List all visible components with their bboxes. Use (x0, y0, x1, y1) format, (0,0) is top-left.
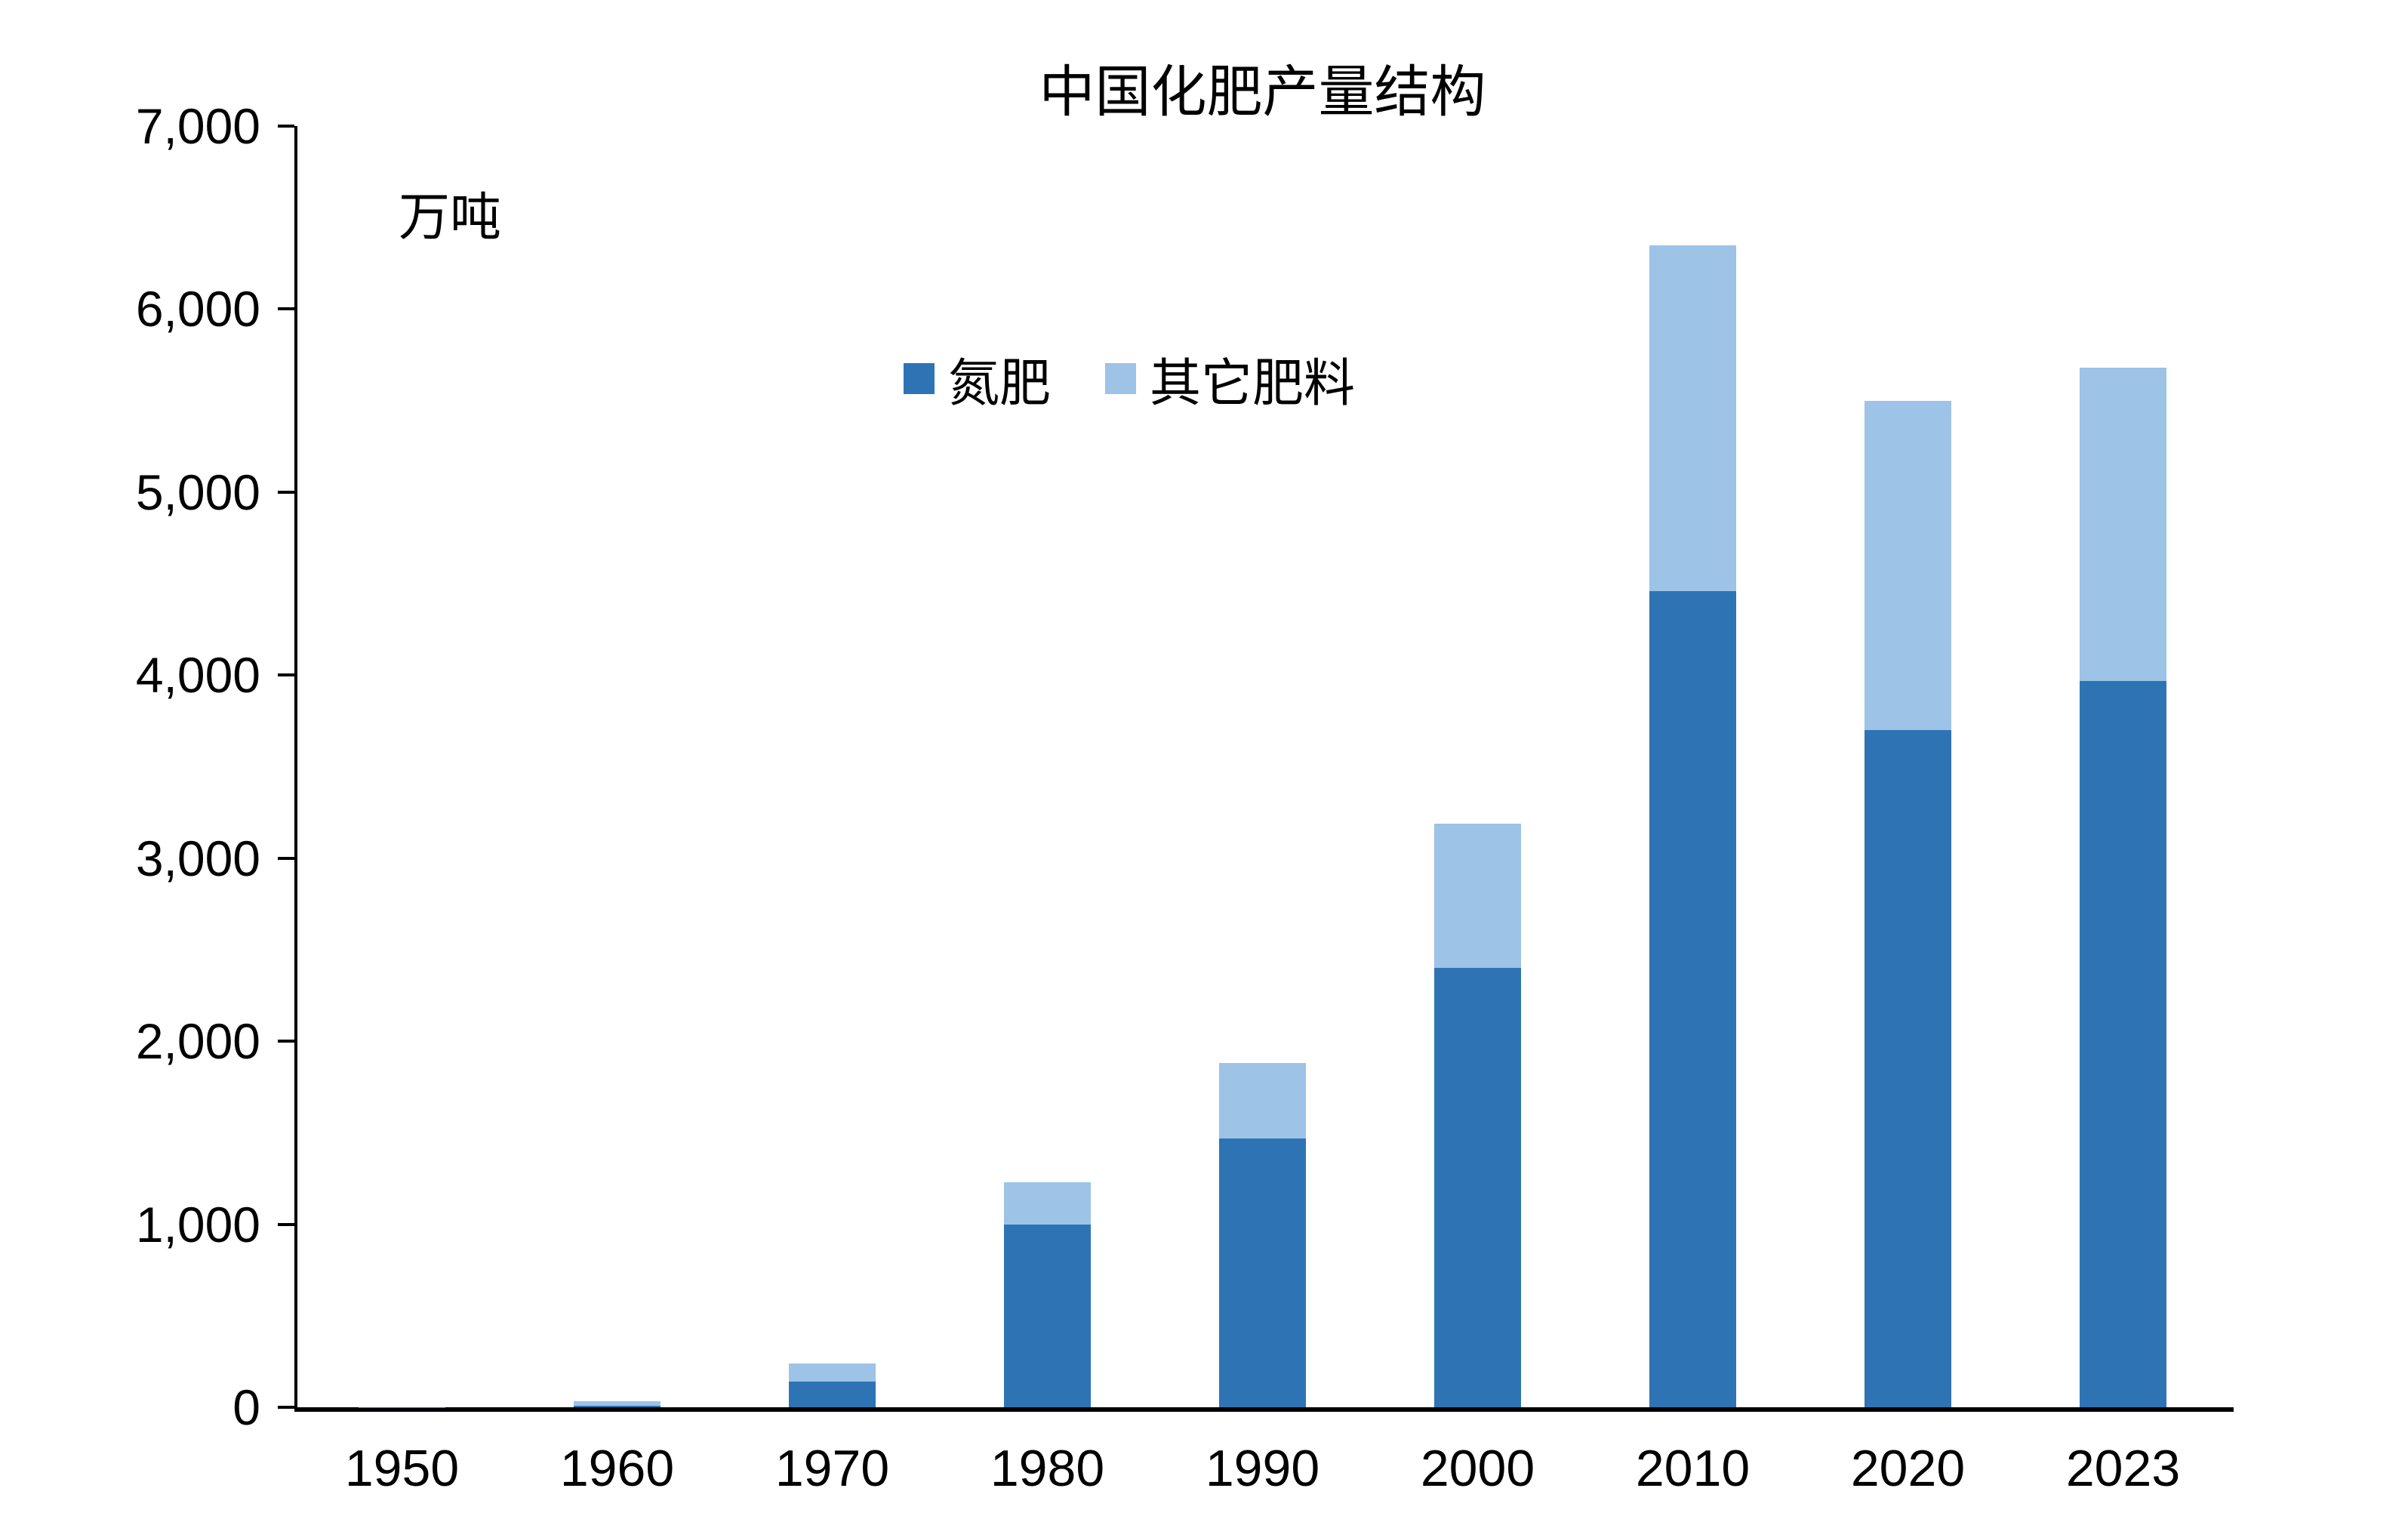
bar-group-2020 (1865, 400, 1951, 1407)
y-tick-mark (278, 1040, 294, 1043)
bar-group-2010 (1649, 245, 1736, 1407)
legend-item-nitrogen: 氮肥 (904, 341, 1051, 416)
legend: 氮肥 其它肥料 (904, 341, 1355, 416)
y-tick-mark (278, 1406, 294, 1409)
y-tick-mark (278, 307, 294, 311)
x-tick-label: 2020 (1850, 1440, 1966, 1497)
y-tick-label: 4,000 (135, 647, 260, 704)
bar-group-1960 (574, 1400, 661, 1407)
x-tick-label: 1960 (559, 1440, 675, 1497)
bar-group-2023 (2080, 368, 2166, 1407)
bar-group-1980 (1004, 1182, 1091, 1407)
x-tick-label: 2000 (1420, 1440, 1535, 1497)
bar-segment-nitrogen-1970 (789, 1382, 876, 1407)
bar-segment-other-1970 (789, 1363, 876, 1382)
bar-segment-other-2023 (2080, 368, 2166, 681)
bar-segment-nitrogen-2020 (1865, 730, 1951, 1407)
bar-group-1970 (789, 1363, 876, 1407)
y-tick-mark (278, 125, 294, 128)
x-tick-label: 2023 (2065, 1440, 2181, 1497)
bar-segment-nitrogen-2000 (1434, 968, 1521, 1407)
bar-segment-other-1960 (574, 1400, 661, 1406)
legend-item-other: 其它肥料 (1105, 341, 1355, 416)
y-tick-mark (278, 673, 294, 677)
y-tick-label: 7,000 (135, 98, 260, 154)
bar-segment-nitrogen-2023 (2080, 680, 2166, 1407)
x-tick-label: 1980 (990, 1440, 1105, 1497)
chart-title: 中国化肥产量结构 (1039, 62, 1486, 124)
bar-segment-other-1990 (1219, 1063, 1306, 1138)
x-tick-label: 1970 (774, 1440, 890, 1497)
legend-swatch-nitrogen (904, 363, 935, 394)
y-tick-label: 6,000 (135, 281, 260, 337)
y-tick-label: 1,000 (135, 1196, 260, 1252)
bar-segment-other-2010 (1649, 245, 1736, 591)
bar-segment-nitrogen-1980 (1004, 1224, 1091, 1407)
y-tick-mark (278, 490, 294, 494)
y-axis-unit-label: 万吨 (399, 189, 502, 246)
bar-segment-other-2000 (1434, 823, 1521, 969)
y-tick-label: 2,000 (135, 1013, 260, 1070)
legend-label-nitrogen: 氮肥 (948, 355, 1052, 412)
plot-area (294, 126, 2234, 1412)
x-tick-label: 1990 (1205, 1440, 1320, 1497)
y-tick-mark (278, 1222, 294, 1226)
bar-segment-other-1980 (1004, 1182, 1091, 1225)
y-tick-mark (278, 856, 294, 860)
x-tick-label: 2010 (1635, 1440, 1751, 1497)
x-tick-label: 1950 (344, 1440, 460, 1497)
y-tick-label: 5,000 (135, 464, 260, 520)
y-tick-label: 3,000 (135, 830, 260, 886)
bar-group-1990 (1219, 1063, 1306, 1407)
bar-group-2000 (1434, 823, 1521, 1407)
bar-segment-nitrogen-1960 (574, 1405, 661, 1407)
legend-label-other: 其它肥料 (1150, 355, 1356, 412)
bar-segment-other-2020 (1865, 400, 1951, 731)
bar-segment-nitrogen-1990 (1219, 1138, 1306, 1407)
legend-swatch-other (1105, 363, 1137, 394)
bar-segment-nitrogen-2010 (1649, 590, 1736, 1407)
y-tick-label: 0 (232, 1379, 260, 1435)
